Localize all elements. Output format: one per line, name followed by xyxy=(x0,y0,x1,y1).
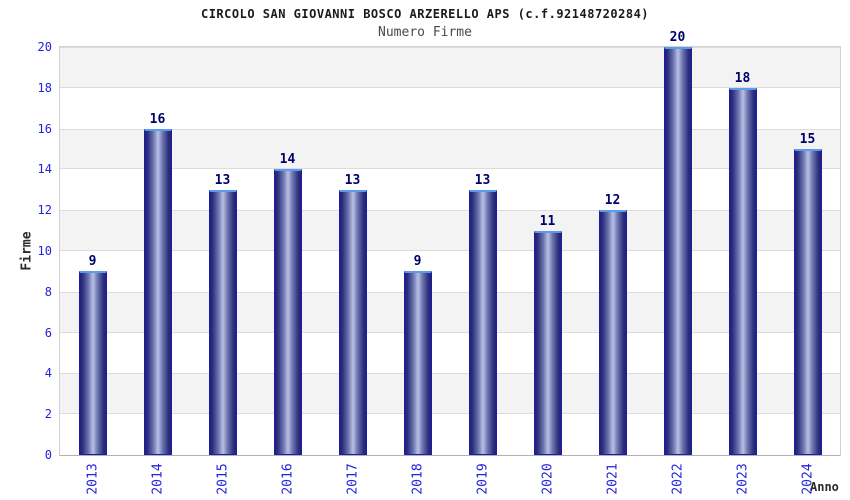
y-axis-tick-label: 18 xyxy=(37,80,52,95)
grid-band xyxy=(60,128,840,170)
bar xyxy=(144,129,172,455)
x-axis-tick-label: 2015 xyxy=(215,463,230,495)
x-axis-tick-label: 2020 xyxy=(540,463,555,495)
bar-value-label: 9 xyxy=(88,254,97,270)
x-axis-tick-label: 2021 xyxy=(605,463,620,495)
y-axis-tick-label: 0 xyxy=(44,448,52,462)
x-axis-tick-label: 2018 xyxy=(410,463,425,495)
bar xyxy=(729,88,757,455)
bar xyxy=(209,190,237,455)
y-axis-tick-label: 4 xyxy=(44,366,52,381)
plot-area xyxy=(59,46,841,456)
y-axis-tick-label: 10 xyxy=(37,244,52,258)
grid-band xyxy=(60,210,840,251)
y-axis-tick-label: 14 xyxy=(37,162,52,177)
bar xyxy=(469,190,497,455)
chart-title: CIRCOLO SAN GIOVANNI BOSCO ARZERELLO APS… xyxy=(200,7,650,21)
bar-value-label: 12 xyxy=(604,193,621,209)
x-axis-tick-label: 2022 xyxy=(670,463,685,495)
bar-value-label: 16 xyxy=(149,111,166,127)
bar xyxy=(599,210,627,455)
bar-value-label: 15 xyxy=(799,132,816,147)
grid-band xyxy=(60,291,840,333)
bar-value-label: 14 xyxy=(279,152,296,168)
y-axis-tick-label: 20 xyxy=(37,40,52,54)
x-axis-title: Anno xyxy=(810,480,839,494)
bar-value-label: 13 xyxy=(214,172,231,188)
bar xyxy=(404,271,432,455)
x-axis-tick-label: 2013 xyxy=(85,463,100,495)
x-axis-tick-label: 2024 xyxy=(800,463,815,495)
y-axis-tick-label: 12 xyxy=(37,203,52,218)
y-axis-tick-label: 2 xyxy=(44,407,52,422)
grid-band xyxy=(60,47,840,88)
bar xyxy=(339,190,367,455)
x-axis-tick-label: 2019 xyxy=(475,463,490,495)
y-axis-tick-label: 16 xyxy=(37,121,52,136)
chart-subtitle: Numero Firme xyxy=(378,25,472,40)
bar-value-label: 20 xyxy=(669,30,686,45)
x-axis-tick-label: 2017 xyxy=(345,463,360,495)
bar xyxy=(274,169,302,455)
y-axis-tick-label: 8 xyxy=(44,284,52,299)
grid-band xyxy=(60,373,840,415)
bar xyxy=(794,149,822,455)
bar xyxy=(79,271,107,455)
bar xyxy=(534,231,562,455)
x-axis-tick-label: 2023 xyxy=(735,463,750,495)
x-axis-tick-label: 2016 xyxy=(280,463,295,495)
bar xyxy=(664,47,692,455)
x-axis-tick-label: 2014 xyxy=(150,463,165,495)
bar-value-label: 13 xyxy=(474,172,491,188)
bar-value-label: 18 xyxy=(734,70,751,86)
bar-value-label: 13 xyxy=(344,172,361,188)
bar-value-label: 9 xyxy=(413,254,422,270)
bar-value-label: 11 xyxy=(539,213,556,229)
y-axis-tick-label: 6 xyxy=(44,325,52,340)
